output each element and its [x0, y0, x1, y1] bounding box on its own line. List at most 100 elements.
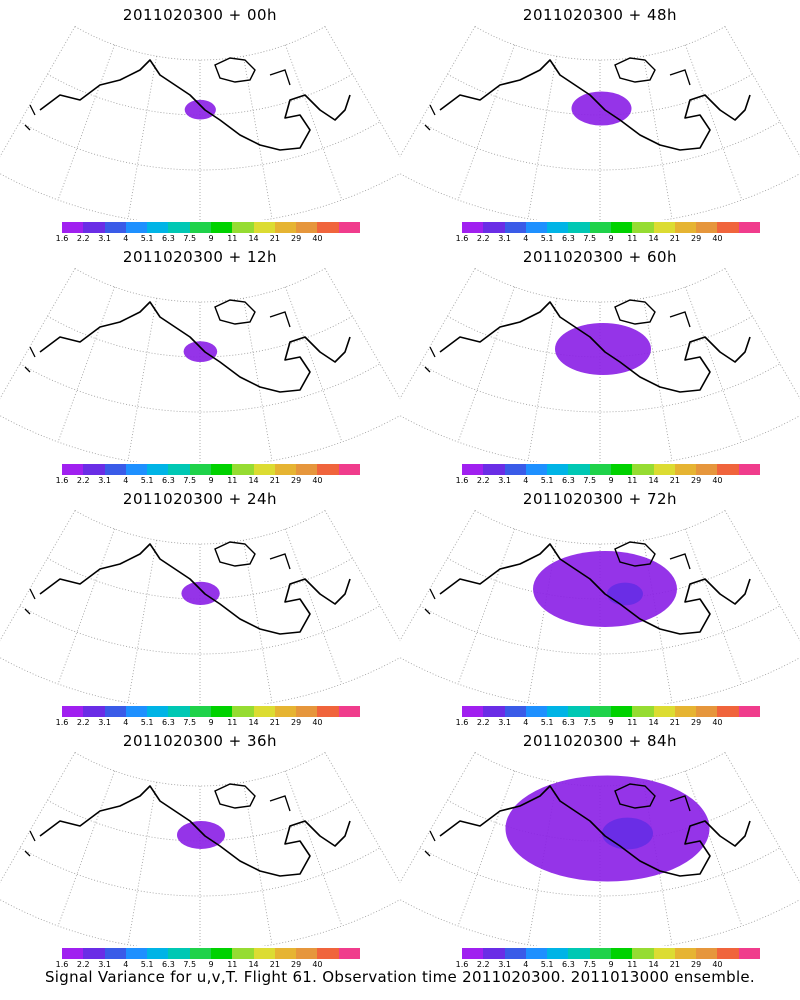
panel-title: 2011020300 + 00h: [122, 6, 278, 24]
graticule-meridian: [685, 44, 743, 201]
graticule-meridian: [457, 770, 515, 927]
graticule-arc: [74, 752, 326, 787]
colorbar-tick-label: 6.3: [162, 234, 175, 243]
colorbar-swatch: [547, 948, 569, 959]
colorbar-tick-label: 11: [627, 234, 638, 243]
colorbar-swatch: [462, 706, 484, 717]
colorbar-tick-label: 40: [712, 234, 723, 243]
colorbar-tick-label: 3.1: [498, 960, 511, 969]
small-coastlines: [424, 69, 691, 131]
coastline: [39, 785, 351, 877]
graticule-arc: [474, 26, 726, 61]
colorbar-tick-label: 21: [669, 718, 680, 727]
colorbar-tick-label: 6.3: [562, 476, 575, 485]
colorbar-tick-label: 11: [227, 718, 238, 727]
colorbar-swatch: [104, 948, 126, 959]
graticule-meridian: [57, 44, 115, 201]
colorbar-swatch: [62, 464, 84, 475]
colorbar-tick-label: 4: [123, 476, 129, 485]
colorbar-swatch: [104, 706, 126, 717]
small-coastlines: [24, 795, 291, 857]
colorbar-tick-label: 40: [312, 234, 323, 243]
graticule-arc: [19, 363, 381, 413]
colorbar-tick-label: 6.3: [162, 960, 175, 969]
polar-map: [400, 26, 800, 220]
colorbar-swatch: [717, 948, 739, 959]
coastline: [39, 301, 351, 393]
colorbar-swatch: [525, 706, 548, 717]
polar-map: [0, 510, 400, 704]
colorbar-swatch: [547, 706, 569, 717]
graticule-meridian: [127, 56, 157, 219]
map-panel: 2011020300 + 60h 1.6 2.2 3.1 4 5.1 6.3 7.5 9 11 14…: [400, 242, 800, 487]
colorbar-tick-label: 5.1: [540, 960, 554, 969]
colorbar-swatch: [547, 464, 569, 475]
colorbar-tick-label: 11: [227, 234, 238, 243]
graticule-meridian: [324, 752, 400, 884]
colorbar-swatch: [125, 706, 148, 717]
colorbar-tick-label: 9: [608, 234, 614, 243]
graticule-arc: [419, 363, 781, 413]
colorbar-swatch: [232, 464, 254, 475]
colorbar-tick-label: 6.3: [562, 234, 575, 243]
colorbar-swatch: [338, 464, 360, 475]
colorbar-swatch: [168, 706, 190, 717]
colorbar-swatch: [232, 222, 254, 233]
graticule-meridian: [685, 528, 743, 685]
colorbar-tick-label: 7.5: [583, 960, 597, 969]
colorbar: [462, 222, 760, 233]
graticule-meridian: [127, 298, 157, 461]
colorbar-tick-label: 14: [648, 718, 659, 727]
colorbar-tick-label: 5.1: [540, 476, 554, 485]
colorbar-swatch: [462, 464, 484, 475]
colorbar-swatch: [317, 464, 339, 475]
colorbar-swatch: [525, 222, 548, 233]
colorbar-labels: 1.6 2.2 3.1 4 5.1 6.3 7.5 9 11 14 21 29 40: [56, 718, 360, 728]
graticule-meridian: [527, 298, 557, 461]
colorbar-swatch: [674, 222, 697, 233]
graticule-meridian: [243, 782, 273, 945]
colorbar-swatch: [125, 948, 148, 959]
colorbar-tick-label: 40: [312, 476, 323, 485]
colorbar-swatch: [274, 948, 297, 959]
colorbar-swatch: [589, 222, 611, 233]
colorbar-tick-label: 1.6: [55, 234, 69, 243]
colorbar-swatch: [147, 222, 169, 233]
graticule-meridian: [285, 528, 343, 685]
panel-title: 2011020300 + 48h: [522, 6, 678, 24]
colorbar: [62, 948, 360, 959]
polar-map: [0, 268, 400, 462]
colorbar-tick-label: 14: [648, 234, 659, 243]
small-coastlines: [24, 69, 291, 131]
graticule-arc: [19, 121, 381, 171]
colorbar-swatch: [274, 222, 297, 233]
colorbar-tick-label: 1.6: [55, 718, 69, 727]
colorbar-swatch: [317, 222, 339, 233]
graticule-meridian: [0, 752, 76, 884]
colorbar-labels: 1.6 2.2 3.1 4 5.1 6.3 7.5 9 11 14 21 29 40: [56, 476, 360, 486]
colorbar-swatch: [317, 706, 339, 717]
graticule-meridian: [400, 268, 476, 400]
polar-map: [0, 752, 400, 946]
colorbar-tick-label: 14: [248, 234, 259, 243]
colorbar-tick-label: 3.1: [498, 234, 511, 243]
colorbar-tick-label: 3.1: [98, 476, 111, 485]
colorbar-swatch: [83, 706, 105, 717]
colorbar-tick-label: 1.6: [455, 234, 469, 243]
colorbar-labels: 1.6 2.2 3.1 4 5.1 6.3 7.5 9 11 14 21 29 40: [456, 718, 760, 728]
colorbar-swatch: [568, 222, 590, 233]
colorbar-tick-label: 7.5: [583, 476, 597, 485]
graticule-arc: [19, 847, 381, 897]
colorbar-tick-label: 5.1: [540, 718, 554, 727]
colorbar-labels: 1.6 2.2 3.1 4 5.1 6.3 7.5 9 11 14 21 29 40: [456, 476, 760, 486]
colorbar-swatch: [253, 706, 275, 717]
colorbar: [62, 222, 360, 233]
coastline: [39, 543, 351, 635]
colorbar-tick-label: 14: [248, 718, 259, 727]
colorbar-tick-label: 2.2: [76, 476, 90, 485]
panel-title: 2011020300 + 72h: [522, 490, 678, 508]
coastline: [39, 59, 351, 151]
colorbar-tick-label: 6.3: [562, 960, 575, 969]
colorbar-tick-label: 1.6: [55, 960, 69, 969]
colorbar-tick-label: 40: [712, 476, 723, 485]
